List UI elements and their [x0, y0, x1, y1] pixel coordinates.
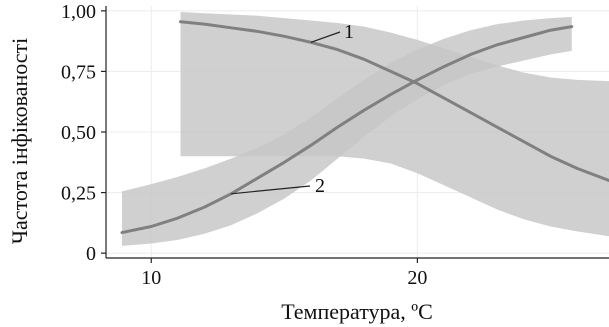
series-label-1: 1 — [344, 21, 354, 43]
y-tick-label: 0,50 — [61, 122, 96, 144]
x-axis-title: Температура, ºС — [281, 299, 433, 324]
series-line-1 — [179, 20, 609, 182]
series-label-leader-1 — [310, 31, 341, 43]
ticks: 10 20 0 0,25 0,50 0,75 1,00 — [61, 1, 427, 289]
confidence-bands — [121, 12, 609, 246]
y-tick-label: 0 — [86, 243, 96, 265]
x-tick-label: 10 — [141, 267, 161, 289]
series-lines — [120, 20, 609, 235]
confidence-band-1 — [180, 12, 609, 237]
y-tick-label: 0,75 — [61, 61, 96, 83]
y-axis-title: Частота інфікованості — [7, 38, 32, 245]
series-annotations: 12 — [231, 21, 354, 197]
series-line-2 — [120, 25, 574, 235]
confidence-band-2 — [121, 16, 572, 246]
y-tick-label: 1,00 — [61, 1, 96, 23]
y-tick-label: 0,25 — [61, 183, 96, 205]
x-tick-label: 20 — [407, 267, 427, 289]
series-label-2: 2 — [315, 175, 325, 197]
series-label-leader-2 — [231, 185, 311, 195]
